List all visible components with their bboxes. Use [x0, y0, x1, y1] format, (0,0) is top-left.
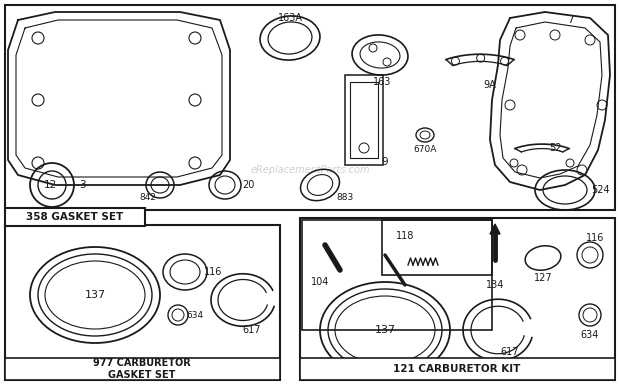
Text: 524: 524	[591, 185, 609, 195]
Text: 634: 634	[187, 310, 203, 319]
Text: 977 CARBURETOR
GASKET SET: 977 CARBURETOR GASKET SET	[93, 358, 191, 380]
Text: 52: 52	[549, 143, 561, 153]
Text: 118: 118	[396, 231, 414, 241]
Text: 163A: 163A	[278, 13, 303, 23]
Polygon shape	[490, 224, 500, 234]
Bar	[345, 75, 383, 165]
Text: 617: 617	[501, 347, 520, 357]
Text: 670A: 670A	[414, 145, 436, 154]
Text: 127: 127	[534, 273, 552, 283]
Text: 134: 134	[486, 280, 504, 290]
Bar	[382, 220, 492, 275]
Text: 842: 842	[140, 194, 156, 203]
Text: 9A: 9A	[484, 80, 497, 90]
Bar	[5, 5, 615, 210]
Text: 883: 883	[337, 194, 353, 203]
Bar	[350, 82, 378, 158]
Bar	[5, 208, 145, 226]
Text: 137: 137	[84, 290, 105, 300]
Text: 163: 163	[373, 77, 391, 87]
Bar	[300, 218, 615, 380]
Text: 358 GASKET SET: 358 GASKET SET	[27, 212, 123, 222]
Bar	[300, 358, 615, 380]
Text: 104: 104	[311, 277, 329, 287]
Text: 116: 116	[586, 233, 604, 243]
Text: 9: 9	[382, 157, 388, 167]
Text: 121 CARBURETOR KIT: 121 CARBURETOR KIT	[393, 364, 521, 374]
Text: 116: 116	[204, 267, 222, 277]
Text: 12: 12	[43, 180, 56, 190]
Bar	[302, 220, 492, 330]
Text: 7: 7	[567, 15, 574, 25]
Bar	[5, 358, 280, 380]
Text: 617: 617	[243, 325, 261, 335]
Bar	[5, 225, 280, 380]
Text: 3: 3	[79, 180, 86, 190]
Text: eReplacementParts.com: eReplacementParts.com	[250, 165, 370, 175]
Text: 20: 20	[242, 180, 254, 190]
Text: 137: 137	[374, 325, 396, 335]
Text: 634: 634	[581, 330, 599, 340]
